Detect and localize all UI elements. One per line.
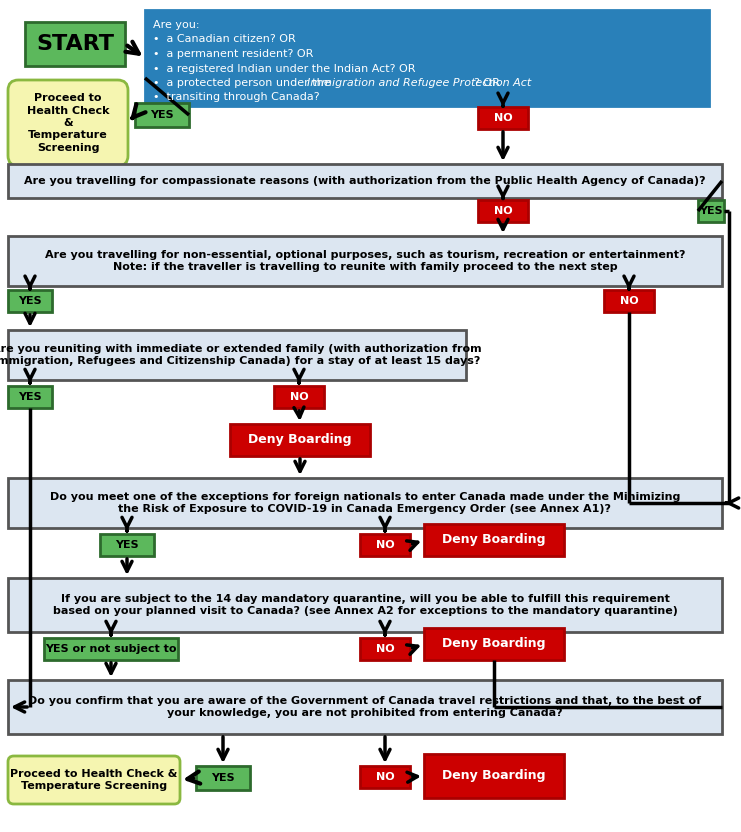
Text: YES or not subject to: YES or not subject to [45, 644, 177, 654]
Text: •  a permanent resident? OR: • a permanent resident? OR [153, 49, 313, 59]
Text: Deny Boarding: Deny Boarding [248, 433, 352, 447]
Text: ? OR: ? OR [474, 78, 500, 88]
Bar [274, 386, 324, 408]
Bar [698, 200, 724, 222]
Text: Are you reuniting with immediate or extended family (with authorization from
Imm: Are you reuniting with immediate or exte… [0, 344, 482, 366]
Bar [8, 680, 722, 734]
Bar [360, 638, 410, 660]
Text: YES: YES [700, 206, 722, 216]
Bar [44, 638, 178, 660]
Text: YES: YES [19, 392, 41, 402]
Bar [8, 164, 722, 198]
FancyBboxPatch shape [8, 80, 128, 166]
Bar [135, 103, 189, 127]
Text: •  a Canadian citizen? OR: • a Canadian citizen? OR [153, 34, 296, 44]
Text: If you are subject to the 14 day mandatory quarantine, will you be able to fulfi: If you are subject to the 14 day mandato… [53, 594, 677, 617]
Text: Proceed to Health Check &
Temperature Screening: Proceed to Health Check & Temperature Sc… [10, 769, 178, 791]
Text: Deny Boarding: Deny Boarding [442, 770, 546, 783]
Text: YES: YES [150, 110, 174, 120]
Text: Are you travelling for non-essential, optional purposes, such as tourism, recrea: Are you travelling for non-essential, op… [44, 250, 685, 272]
Bar [360, 534, 410, 556]
Text: NO: NO [494, 113, 512, 123]
Text: Immigration and Refugee Protection Act: Immigration and Refugee Protection Act [307, 78, 531, 88]
Bar [360, 766, 410, 788]
Text: Do you meet one of the exceptions for foreign nationals to enter Canada made und: Do you meet one of the exceptions for fo… [50, 492, 680, 514]
Text: NO: NO [376, 772, 394, 782]
Bar [145, 10, 709, 106]
Bar [604, 290, 654, 312]
Text: NO: NO [290, 392, 308, 402]
Bar [8, 290, 52, 312]
Bar [478, 200, 528, 222]
Text: Are you travelling for compassionate reasons (with authorization from the Public: Are you travelling for compassionate rea… [24, 176, 706, 186]
Text: START: START [36, 34, 114, 54]
Text: Deny Boarding: Deny Boarding [442, 533, 546, 547]
Bar [8, 578, 722, 632]
Text: •  a registered Indian under the Indian Act? OR: • a registered Indian under the Indian A… [153, 63, 416, 73]
Text: YES: YES [115, 540, 139, 550]
Bar [424, 754, 564, 798]
Text: •  transiting through Canada?: • transiting through Canada? [153, 92, 319, 102]
Text: NO: NO [494, 206, 512, 216]
Text: Are you:: Are you: [153, 20, 199, 30]
Text: •  a protected person under the: • a protected person under the [153, 78, 334, 88]
Bar [100, 534, 154, 556]
Text: Do you confirm that you are aware of the Government of Canada travel restriction: Do you confirm that you are aware of the… [28, 696, 702, 718]
Bar [8, 386, 52, 408]
Bar [424, 524, 564, 556]
Text: NO: NO [376, 644, 394, 654]
Text: Proceed to
Health Check
&
Temperature
Screening: Proceed to Health Check & Temperature Sc… [27, 93, 109, 153]
Bar [25, 22, 125, 66]
Text: NO: NO [619, 296, 638, 306]
Text: Deny Boarding: Deny Boarding [442, 637, 546, 651]
FancyBboxPatch shape [8, 756, 180, 804]
Bar [196, 766, 250, 790]
Text: YES: YES [211, 773, 235, 783]
Text: YES: YES [19, 296, 41, 306]
Bar [8, 236, 722, 286]
Bar [8, 478, 722, 528]
Bar [424, 628, 564, 660]
Bar [8, 330, 466, 380]
Bar [478, 107, 528, 129]
Bar [230, 424, 370, 456]
Text: NO: NO [376, 540, 394, 550]
